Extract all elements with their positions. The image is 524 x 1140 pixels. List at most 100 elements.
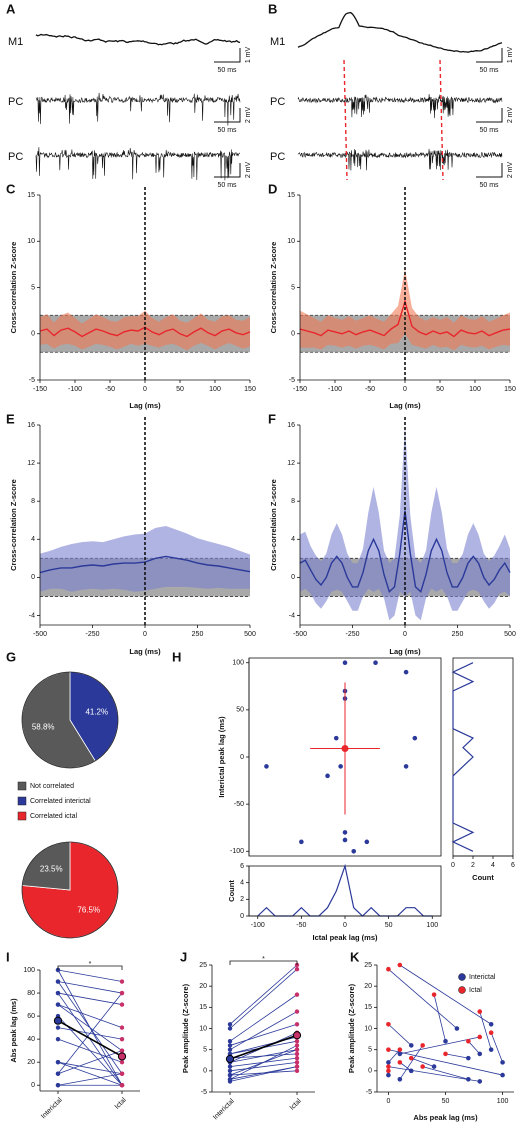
pair-line <box>388 1049 503 1076</box>
y-tick-label: 0 <box>240 913 244 920</box>
x-axis-title: Lag (ms) <box>389 647 421 656</box>
y-axis-title: Peak amplitude (Z-score) <box>181 983 190 1073</box>
marginal-frame <box>452 657 514 857</box>
point <box>55 1002 61 1007</box>
point <box>119 1083 125 1088</box>
point <box>325 773 330 779</box>
y-tick-label: 10 <box>27 238 35 245</box>
point <box>338 764 343 769</box>
pair-line <box>57 1073 123 1086</box>
point <box>477 1079 483 1084</box>
point <box>408 1043 414 1048</box>
marginal-line <box>451 662 475 852</box>
point <box>119 1048 125 1053</box>
y-axis-title: Cross-correlation Z-score <box>269 242 278 334</box>
pair-line <box>57 1004 123 1051</box>
x-tick-label: 100 <box>497 1098 509 1105</box>
point <box>443 1038 448 1044</box>
significance-mark: * <box>89 961 92 968</box>
point <box>299 839 304 845</box>
point <box>333 735 339 741</box>
significance-bracket <box>57 965 123 970</box>
point <box>466 1038 471 1044</box>
y-tick-label: 2 <box>240 896 244 903</box>
point <box>294 1055 300 1061</box>
trace <box>297 11 503 53</box>
y-tick-label: 0 <box>291 331 295 338</box>
point <box>397 1060 403 1065</box>
x-tick-label: 250 <box>452 631 464 638</box>
panel-label: I <box>6 949 10 964</box>
y-tick-label: -5 <box>366 1089 372 1096</box>
point <box>55 979 61 984</box>
point <box>477 1034 483 1040</box>
point <box>119 1059 125 1065</box>
pair-line <box>490 1032 503 1063</box>
x-axis-title: Lag (ms) <box>129 401 161 410</box>
y-tick-label: 0 <box>31 574 35 581</box>
trace-label: PC <box>270 96 285 108</box>
point <box>488 1021 494 1027</box>
mean-line <box>57 1020 123 1058</box>
point <box>488 1047 494 1052</box>
x-tick-label: 100 <box>426 922 438 929</box>
point <box>294 1039 300 1044</box>
panel-label: B <box>268 1 277 16</box>
point <box>420 1043 425 1048</box>
x-tick-label: 4 <box>491 862 495 869</box>
point <box>294 1047 300 1052</box>
pair-line <box>229 994 298 1042</box>
y-tick-label: 8 <box>31 498 35 505</box>
point <box>294 1068 300 1074</box>
panel-label: C <box>6 181 16 196</box>
marginal-frame <box>248 865 442 917</box>
x-tick-label: -500 <box>33 631 47 638</box>
y-tick-label: 5 <box>368 1047 372 1054</box>
trace <box>297 94 503 119</box>
x-tick-label: 6 <box>511 862 515 869</box>
pair-line <box>229 1049 298 1063</box>
y-tick-label: 100 <box>23 967 35 974</box>
scale-bar-y-label: 2 mV <box>507 162 514 179</box>
pair-line <box>57 1061 123 1075</box>
panel-label: A <box>6 1 16 16</box>
trace-label: PC <box>8 151 23 163</box>
point <box>500 1060 505 1065</box>
point <box>294 1060 300 1065</box>
pair-line <box>229 964 298 1025</box>
y-tick-label: 10 <box>199 1025 207 1032</box>
point <box>386 1072 391 1078</box>
x-axis-title: Count <box>472 873 494 882</box>
point <box>351 848 357 854</box>
x-tick-label: 50 <box>442 1098 450 1105</box>
mean-line <box>229 1034 298 1060</box>
x-tick-label: 50 <box>436 386 444 393</box>
point <box>386 1047 391 1052</box>
panel-label: G <box>6 649 16 664</box>
x-tick-label: 2 <box>471 862 475 869</box>
pair-line <box>229 1045 298 1080</box>
y-tick-label: 5 <box>291 284 295 291</box>
point <box>55 1036 61 1042</box>
y-tick-label: 10 <box>287 238 295 245</box>
y-tick-label: 40 <box>27 1036 35 1043</box>
y-tick-label: 0 <box>203 1068 207 1075</box>
point <box>454 1026 460 1031</box>
pair-line <box>388 968 458 1029</box>
mean-point <box>292 1031 302 1040</box>
point <box>119 1025 125 1030</box>
panel-label: K <box>350 949 360 964</box>
trace-label: PC <box>8 96 23 108</box>
x-tick-label: 150 <box>244 386 256 393</box>
x-axis-title: Lag (ms) <box>389 401 421 410</box>
x-tick-label: -50 <box>296 922 306 929</box>
pair-line <box>57 1004 123 1028</box>
y-tick-label: -50 <box>234 801 244 808</box>
pair-line <box>411 1057 435 1067</box>
pair-line <box>445 1053 469 1059</box>
point <box>397 1077 403 1082</box>
legend-marker <box>458 986 466 994</box>
point <box>227 1072 233 1078</box>
